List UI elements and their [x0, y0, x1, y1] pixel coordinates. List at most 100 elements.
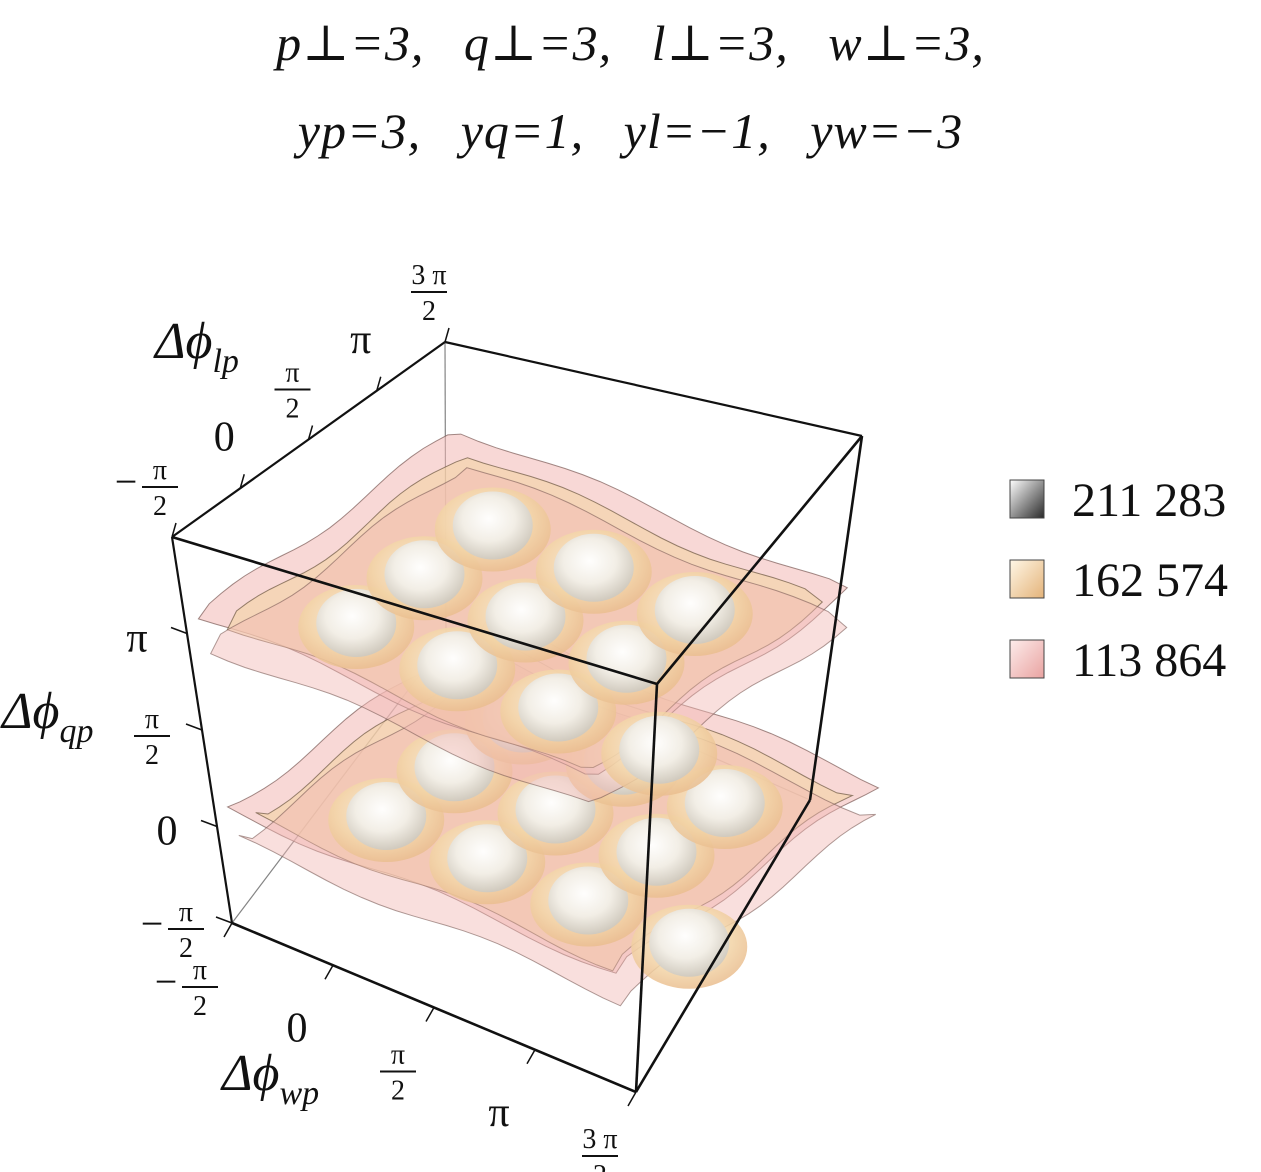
z-tick-mark [200, 819, 218, 828]
tick-label-den: 2 [145, 740, 159, 771]
box-edge [444, 340, 863, 438]
contour-peak-211283 [553, 533, 634, 602]
x-tick-label: π2 [380, 1040, 416, 1107]
contour-peak-211283 [316, 588, 397, 657]
legend-swatch [1009, 479, 1045, 519]
title-term: w⊥=3, [828, 15, 985, 71]
contour-peak-211283 [452, 491, 533, 560]
tick-label-den: 2 [153, 491, 167, 522]
contour-peak-211283 [649, 908, 730, 977]
x-tick-mark [425, 1007, 435, 1022]
z-tick-label-text: π [126, 616, 147, 662]
contour-peak-211283 [515, 775, 596, 844]
tick-label-den: 2 [593, 1160, 607, 1172]
box-edge [171, 535, 658, 686]
x-tick-label: π [488, 1090, 509, 1136]
contour-peak-211283 [518, 673, 599, 742]
contour-peak-211283 [548, 866, 629, 935]
x-tick-mark [223, 922, 233, 938]
tick-label-num: π [285, 358, 299, 389]
title-term: yw=−3 [810, 103, 964, 159]
contour-layer [197, 433, 849, 803]
contour-peak-211283 [384, 540, 465, 609]
contour-peak-211283 [616, 817, 697, 886]
legend-swatch [1009, 639, 1045, 679]
x-tick-label-text: π [488, 1090, 509, 1136]
tick-label-sign: − [141, 901, 164, 946]
legend-item: 113 864 [1009, 634, 1226, 687]
y-tick-label: − π 2 [115, 455, 178, 522]
z-tick-label: π2 [134, 704, 170, 771]
title-term: q⊥=3, [463, 15, 613, 71]
tick-label-den: 2 [422, 296, 436, 327]
tick-label-sign: − [115, 459, 138, 504]
legend-swatch [1009, 559, 1045, 599]
x-tick-label: − π 2 [155, 955, 218, 1022]
legend-item: 162 574 [1009, 554, 1228, 607]
tick-label-num: π [153, 455, 167, 486]
contour-surfaces [197, 433, 880, 1007]
tick-label-den: 2 [286, 394, 300, 425]
title-line-2: yp=3, yq=1, yl=−1, yw=−3 [0, 102, 1261, 160]
box-front-edges [171, 435, 864, 1094]
legend-label: 113 864 [1072, 634, 1226, 687]
legend-label: 162 574 [1072, 554, 1228, 607]
x-tick-label-text: 0 [287, 1005, 308, 1051]
title-term: l⊥=3, [651, 15, 789, 71]
tick-label-num: π [193, 955, 207, 986]
contour-peak-211283 [447, 824, 528, 893]
contour-peak-211283 [684, 769, 765, 837]
legend-label: 211 283 [1072, 474, 1226, 527]
y-axis-label: Δϕlp [153, 313, 239, 380]
z-axis-label: Δϕqp [0, 683, 93, 750]
tick-label-sign: − [155, 959, 178, 1004]
title-term: yl=−1, [623, 103, 771, 159]
box-edge [808, 435, 864, 801]
legend: 211 283 162 574 113 864 [1009, 474, 1228, 687]
z-tick-label: − π 2 [141, 897, 204, 964]
y-tick-mark [239, 474, 245, 489]
tick-label-num: 3 π [582, 1124, 617, 1155]
contour-peak-211283 [417, 631, 498, 700]
x-tick-mark [627, 1091, 637, 1107]
axis-labels: Δϕlp Δϕqp Δϕwp [0, 313, 319, 1112]
y-tick-mark [376, 376, 382, 391]
y-tick-mark [307, 425, 314, 440]
box-edge [655, 435, 864, 685]
tick-label-num: 3 π [411, 260, 446, 291]
y-tick-label: 0 [214, 414, 235, 460]
z-tick-label-text: 0 [157, 809, 178, 855]
y-tick-mark [171, 522, 177, 538]
tick-label-den: 2 [391, 1076, 405, 1107]
z-tick-label: π [126, 616, 147, 662]
contour-peak-211283 [346, 782, 427, 850]
title-term: yp=3, [297, 103, 422, 159]
x-tick-label: 3 π2 [582, 1124, 618, 1172]
contour-peak-211283 [414, 733, 495, 802]
z-tick-label: 0 [157, 809, 178, 855]
z-tick-mark [185, 723, 203, 731]
x-tick-label: 0 [287, 1005, 308, 1051]
y-tick-label: π [350, 317, 371, 363]
box-edge [634, 799, 812, 1093]
contour-peak-211283 [654, 575, 735, 644]
tick-label-num: π [179, 897, 193, 928]
y-tick-label-text: 0 [214, 414, 235, 460]
y-tick-label: 3 π2 [411, 260, 447, 327]
y-tick-mark [444, 327, 450, 343]
tick-label-num: π [145, 704, 159, 735]
box-edge [634, 683, 659, 1093]
y-tick-label: π2 [274, 358, 311, 425]
title-term: p⊥=3, [276, 15, 425, 71]
contour-peak-211283 [485, 582, 566, 651]
tick-label-den: 2 [179, 933, 193, 964]
x-axis-label: Δϕwp [220, 1045, 319, 1112]
legend-item: 211 283 [1009, 474, 1226, 527]
tick-label-den: 2 [193, 991, 207, 1022]
contour-peak-211283 [586, 624, 667, 693]
z-tick-mark [215, 916, 233, 924]
x-tick-mark [526, 1049, 536, 1065]
z-tick-mark [170, 626, 188, 635]
